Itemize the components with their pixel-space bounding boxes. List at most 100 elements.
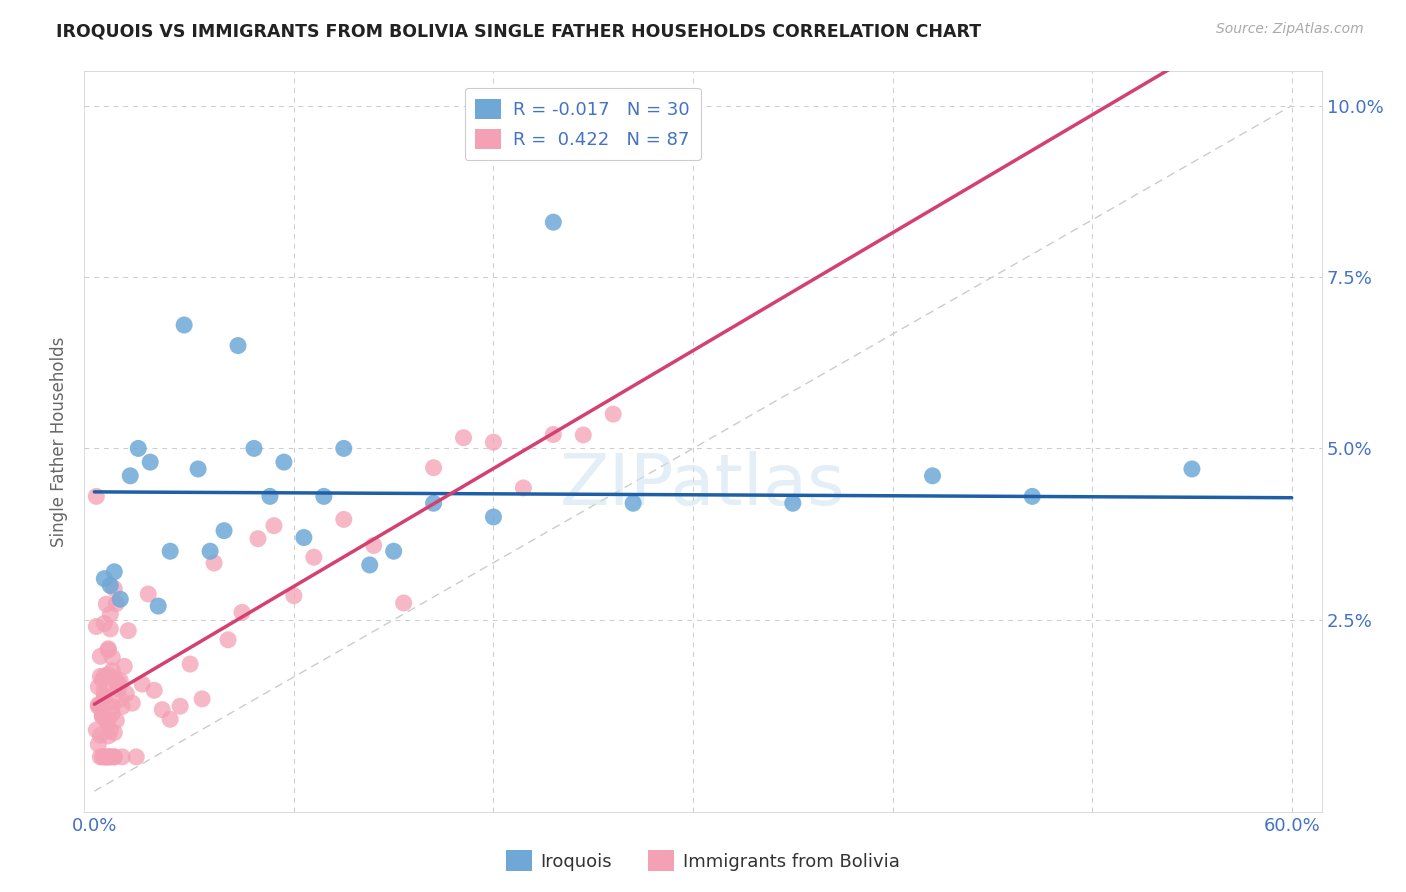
Point (103, 725, 125, 739)
Point (105, 714, 128, 728)
Point (191, 692, 214, 706)
Point (382, 544, 405, 558)
Point (97, 667, 120, 681)
Point (87, 737, 110, 751)
Point (543, 427, 565, 442)
Point (93, 616, 115, 631)
Point (98, 750, 121, 764)
Point (139, 455, 162, 469)
Point (921, 468, 943, 483)
Point (97, 713, 120, 727)
Point (231, 606, 253, 620)
Legend: R = -0.017   N = 30, R =  0.422   N = 87: R = -0.017 N = 30, R = 0.422 N = 87 (464, 87, 700, 161)
Point (96, 714, 118, 728)
Point (243, 442, 266, 456)
Point (96, 697, 118, 711)
Point (89, 669, 111, 683)
Point (212, 524, 235, 538)
Point (103, 671, 125, 685)
Point (159, 712, 181, 726)
Point (87, 680, 110, 694)
Point (187, 462, 209, 476)
Point (103, 750, 125, 764)
Text: Source: ZipAtlas.com: Source: ZipAtlas.com (1216, 22, 1364, 37)
Point (91, 705, 114, 719)
Point (107, 675, 129, 690)
Point (103, 750, 125, 764)
Point (89, 698, 111, 713)
Point (98, 723, 121, 738)
Point (96, 750, 118, 764)
Point (96, 750, 118, 764)
Point (543, 215, 565, 229)
Point (97, 641, 120, 656)
Point (101, 650, 124, 665)
Text: IROQUOIS VS IMMIGRANTS FROM BOLIVIA SINGLE FATHER HOUSEHOLDS CORRELATION CHART: IROQUOIS VS IMMIGRANTS FROM BOLIVIA SING… (56, 22, 981, 40)
Point (179, 657, 201, 671)
Point (93, 689, 115, 703)
Point (98, 749, 121, 764)
Point (98, 622, 121, 636)
Legend: Iroquois, Immigrants from Bolivia: Iroquois, Immigrants from Bolivia (499, 843, 907, 879)
Point (110, 692, 132, 706)
Point (148, 599, 170, 613)
Point (173, 318, 195, 332)
Point (93, 572, 115, 586)
Point (97, 750, 120, 764)
Point (1021, 489, 1043, 503)
Point (98, 578, 121, 592)
Point (98, 607, 121, 622)
Point (107, 682, 129, 697)
Point (110, 592, 132, 607)
Point (91, 750, 114, 764)
Point (333, 512, 356, 526)
Point (97, 729, 120, 743)
Point (91, 673, 114, 687)
Point (101, 664, 124, 678)
Point (101, 699, 124, 714)
Point (111, 750, 134, 764)
Point (150, 703, 173, 717)
Point (312, 489, 335, 503)
Point (117, 624, 139, 638)
Point (120, 468, 142, 483)
Point (359, 558, 381, 572)
Point (103, 565, 125, 579)
Point (263, 518, 285, 533)
Point (292, 531, 315, 545)
Point (453, 431, 475, 445)
Point (602, 407, 624, 421)
Point (87, 699, 110, 714)
Point (91, 709, 114, 723)
Point (93, 682, 115, 697)
Point (127, 442, 149, 456)
Point (283, 589, 305, 603)
Point (1181, 462, 1204, 476)
Point (121, 696, 143, 710)
Point (93, 690, 115, 704)
Point (89, 750, 111, 764)
Point (226, 338, 249, 352)
Point (96, 713, 118, 727)
Point (422, 496, 444, 510)
Point (101, 706, 124, 721)
Point (136, 587, 159, 601)
Point (302, 550, 325, 565)
Point (105, 597, 128, 611)
Point (91, 708, 114, 723)
Point (246, 532, 269, 546)
Point (159, 544, 181, 558)
Point (422, 460, 444, 475)
Point (86, 723, 108, 737)
Point (86, 489, 108, 503)
Point (97, 643, 120, 657)
Point (111, 699, 134, 714)
Point (115, 687, 138, 701)
Point (89, 728, 111, 742)
Point (572, 428, 595, 442)
Point (392, 596, 415, 610)
Point (110, 673, 132, 688)
Point (169, 699, 191, 714)
Point (93, 750, 115, 764)
Point (89, 649, 111, 664)
